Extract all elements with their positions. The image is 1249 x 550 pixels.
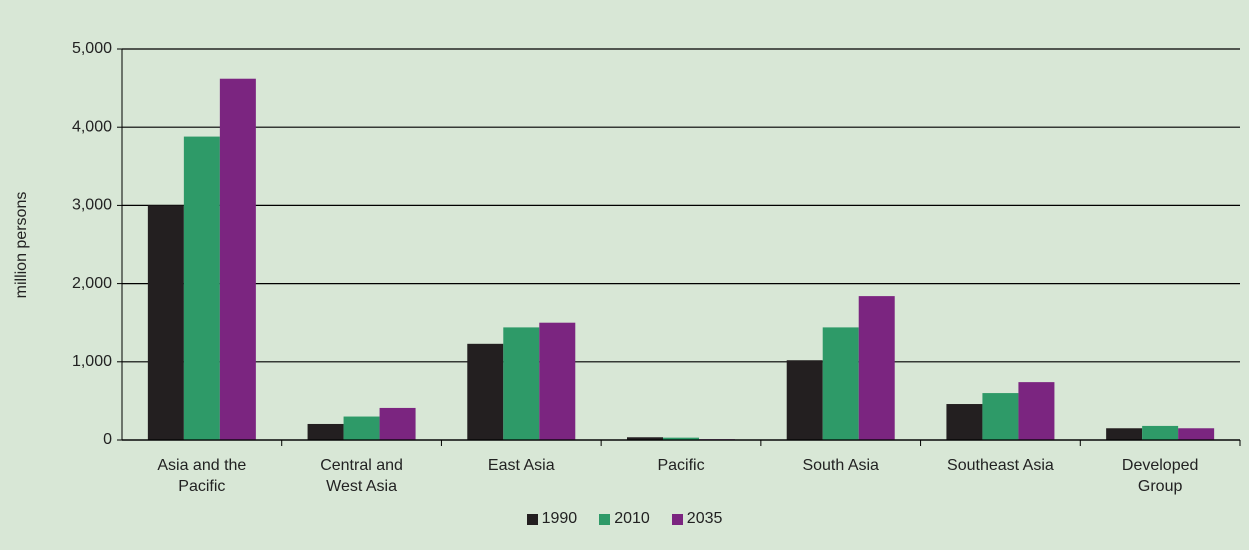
x-tick-label: Pacific (657, 457, 705, 474)
legend-swatch (671, 513, 683, 525)
legend: 1990 2010 2035 (0, 510, 1249, 528)
y-tick-label: 0 (103, 431, 112, 448)
legend-item: 2035 (671, 510, 723, 528)
bar (307, 423, 344, 440)
legend-item: 2010 (599, 510, 650, 528)
bar (503, 327, 540, 440)
bar (982, 393, 1019, 440)
x-tick-label: East Asia (487, 457, 555, 474)
bar (946, 404, 983, 440)
legend-swatch (599, 513, 611, 525)
bar (467, 343, 504, 440)
x-tick-label: South Asia (802, 457, 879, 474)
bar (627, 437, 663, 440)
bar (1018, 382, 1055, 440)
bar (379, 407, 416, 440)
y-tick-label: 3,000 (72, 197, 112, 214)
x-tick-label: Developed Group (1121, 457, 1199, 495)
bar (822, 327, 859, 440)
bar (1142, 425, 1179, 440)
x-tick-label: Central and West Asia (320, 457, 403, 495)
bar (147, 205, 184, 440)
y-tick-label: 2,000 (72, 275, 112, 292)
bar (343, 416, 380, 440)
y-tick-label: 5,000 (72, 40, 112, 57)
bar (219, 78, 256, 440)
legend-item: 1990 (526, 510, 578, 528)
bar (1178, 428, 1215, 440)
bar (539, 322, 576, 440)
y-tick-label: 1,000 (72, 353, 112, 370)
x-tick-label: Asia and the Pacific (157, 457, 247, 495)
y-tick-label: 4,000 (72, 118, 112, 135)
x-tick-label: Southeast Asia (947, 457, 1054, 474)
legend-swatch (526, 513, 538, 525)
legend-label: 2010 (614, 510, 650, 527)
bar (663, 437, 699, 440)
y-axis-label: million persons (13, 192, 30, 299)
bar (858, 296, 895, 440)
bar (786, 360, 823, 440)
bar (183, 136, 220, 441)
legend-label: 1990 (541, 510, 578, 527)
bar (1106, 428, 1143, 440)
legend-label: 2035 (686, 510, 723, 527)
